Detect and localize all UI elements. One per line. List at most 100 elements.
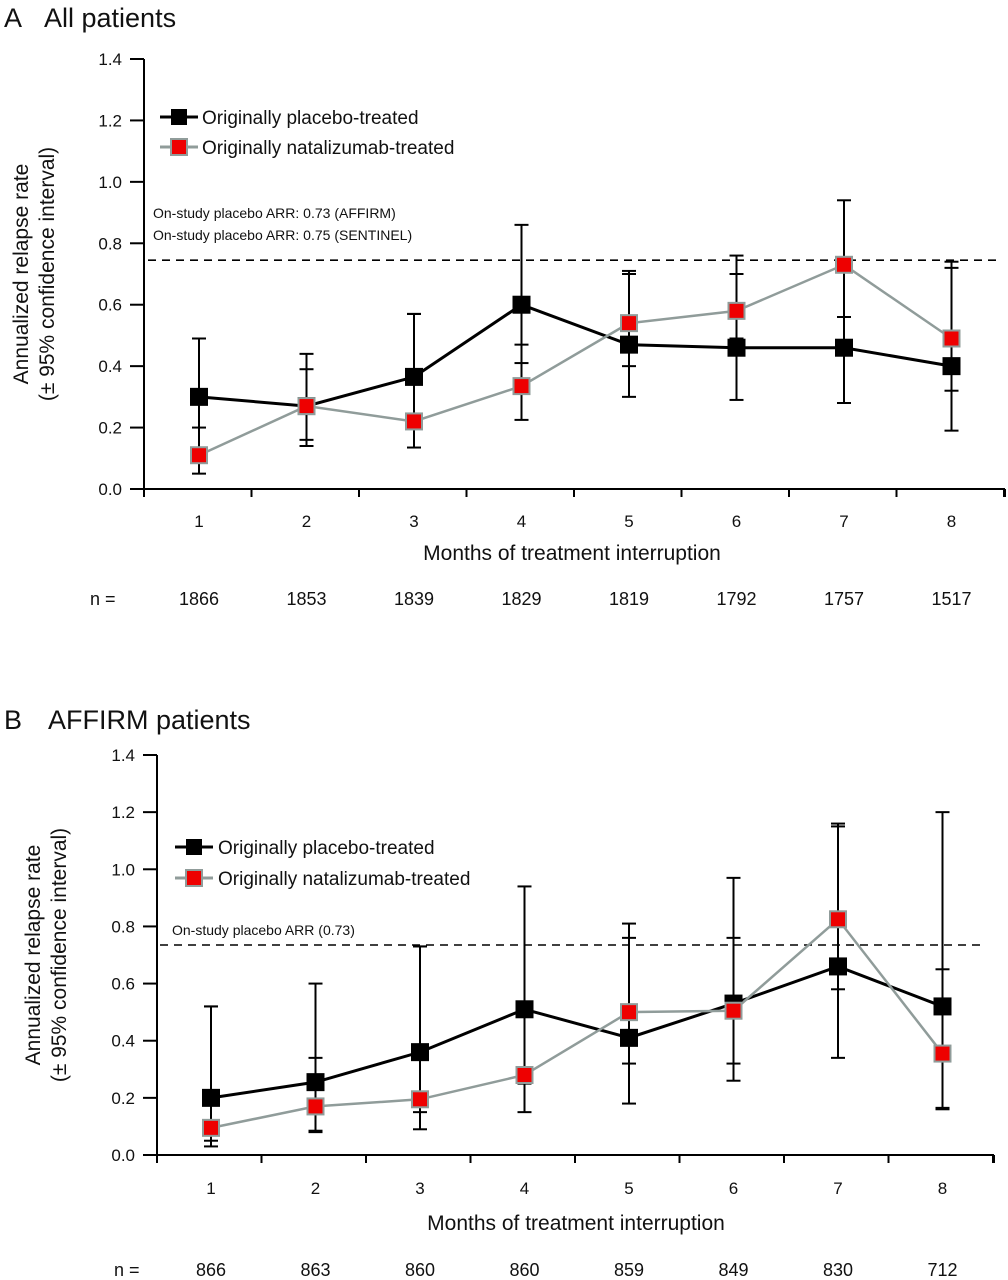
- x-tick-label: 2: [302, 512, 311, 531]
- natalizumab-series-line: [210, 917, 944, 1130]
- placebo-series-line: [198, 303, 952, 408]
- n-value-label: 1792: [716, 589, 756, 609]
- n-value-label: 860: [405, 1260, 435, 1280]
- n-value-label: 1757: [824, 589, 864, 609]
- legend-placebo-label: Originally placebo-treated: [202, 108, 419, 129]
- natalizumab-marker: [515, 1066, 534, 1084]
- x-tick-label: 2: [311, 1179, 320, 1198]
- y-tick-label: 0.4: [111, 1032, 135, 1051]
- placebo-marker: [202, 1088, 220, 1107]
- placebo-marker: [306, 1073, 325, 1092]
- panel-b: B AFFIRM patients Annualized relapse rat…: [4, 705, 995, 1280]
- placebo-marker: [405, 367, 423, 386]
- panel-a-annotation-affirm: On-study placebo ARR: 0.73 (AFFIRM): [153, 205, 396, 221]
- x-tick-label: 5: [624, 1179, 633, 1198]
- natalizumab-marker: [411, 1090, 429, 1109]
- x-tick-label: 7: [839, 512, 848, 531]
- y-tick-label: 0.4: [98, 357, 122, 376]
- natalizumab-marker: [405, 412, 423, 431]
- y-tick-label: 0.8: [98, 234, 122, 253]
- legend-natalizumab-marker: [185, 869, 203, 887]
- natalizumab-marker: [202, 1118, 220, 1137]
- legend-placebo-marker: [171, 109, 187, 125]
- n-value-label: 866: [196, 1260, 226, 1280]
- y-tick-label: 1.0: [111, 860, 135, 879]
- natalizumab-marker: [297, 397, 316, 416]
- n-value-label: 1866: [179, 589, 219, 609]
- natalizumab-marker: [933, 1044, 952, 1063]
- x-tick-label: 8: [947, 512, 956, 531]
- n-value-label: 849: [718, 1260, 748, 1280]
- placebo-marker: [829, 957, 847, 976]
- panel-a-title: All patients: [44, 3, 176, 33]
- y-tick-label: 0.2: [98, 419, 122, 438]
- x-tick-label: 3: [415, 1179, 424, 1198]
- panel-a-letter: A: [4, 3, 22, 33]
- natalizumab-marker: [512, 377, 531, 396]
- n-value-label: 1829: [501, 589, 541, 609]
- natalizumab-marker: [190, 446, 208, 465]
- legend-natalizumab-label: Originally natalizumab-treated: [218, 869, 470, 890]
- natalizumab-marker: [727, 301, 746, 320]
- placebo-marker: [515, 1000, 534, 1019]
- panel-a-xlabel: Months of treatment interruption: [423, 542, 721, 565]
- placebo-series-line: [210, 964, 944, 1100]
- x-tick-label: 4: [520, 1179, 529, 1198]
- legend-natalizumab-label: Originally natalizumab-treated: [202, 138, 454, 159]
- placebo-marker: [411, 1043, 429, 1062]
- natalizumab-marker: [620, 1003, 638, 1022]
- x-tick-label: 6: [732, 512, 741, 531]
- panel-b-ylabel-line2: (± 95% confidence interval): [48, 828, 71, 1082]
- panel-b-n-label: n =: [114, 1260, 140, 1280]
- natalizumab-marker: [306, 1097, 325, 1116]
- y-tick-label: 1.4: [111, 746, 135, 765]
- panel-b-legend: Originally placebo-treated Originally na…: [175, 838, 470, 890]
- placebo-marker: [620, 1028, 638, 1047]
- n-value-label: 1853: [286, 589, 326, 609]
- y-tick-label: 0.8: [111, 917, 135, 936]
- x-tick-label: 7: [833, 1179, 842, 1198]
- natalizumab-marker: [942, 329, 961, 348]
- natalizumab-marker: [829, 910, 847, 929]
- n-value-label: 863: [300, 1260, 330, 1280]
- legend-placebo-label: Originally placebo-treated: [218, 838, 435, 859]
- x-tick-label: 8: [938, 1179, 947, 1198]
- n-value-label: 1517: [931, 589, 971, 609]
- y-tick-label: 0.6: [111, 975, 135, 994]
- n-value-label: 712: [927, 1260, 957, 1280]
- n-value-label: 860: [509, 1260, 539, 1280]
- n-value-label: 1819: [609, 589, 649, 609]
- y-tick-label: 0.0: [111, 1146, 135, 1165]
- panel-b-title: AFFIRM patients: [48, 705, 251, 735]
- panel-b-xlabel: Months of treatment interruption: [427, 1212, 725, 1235]
- y-tick-label: 1.2: [111, 803, 135, 822]
- x-tick-label: 4: [517, 512, 526, 531]
- panel-a-annotation-sentinel: On-study placebo ARR: 0.75 (SENTINEL): [153, 227, 412, 243]
- placebo-marker: [512, 295, 531, 314]
- placebo-marker: [835, 338, 853, 357]
- natalizumab-series-line: [198, 263, 953, 457]
- n-value-label: 1839: [394, 589, 434, 609]
- placebo-marker: [727, 338, 746, 357]
- natalizumab-marker: [620, 314, 638, 333]
- y-tick-label: 1.0: [98, 173, 122, 192]
- y-tick-label: 0.2: [111, 1089, 135, 1108]
- panel-b-plot: 0.0 0.2 0.4 0.6 0.8 1.0 1.2 1.4 1 866 2 863 3 860 4 860…: [111, 746, 995, 1280]
- y-tick-label: 0.6: [98, 296, 122, 315]
- panel-a-ylabel-line1: Annualized relapse rate: [10, 164, 33, 385]
- y-tick-label: 1.4: [98, 50, 122, 69]
- natalizumab-marker: [724, 1001, 743, 1020]
- panel-b-annotation: On-study placebo ARR (0.73): [172, 922, 355, 938]
- panel-b-ylabel-line1: Annualized relapse rate: [22, 845, 45, 1066]
- panel-b-letter: B: [4, 705, 22, 735]
- natalizumab-marker: [835, 255, 853, 274]
- x-tick-label: 1: [194, 512, 203, 531]
- panel-a-legend: Originally placebo-treated Originally na…: [160, 108, 454, 159]
- placebo-marker: [620, 335, 638, 354]
- n-value-label: 830: [823, 1260, 853, 1280]
- y-tick-label: 0.0: [98, 480, 122, 499]
- y-tick-label: 1.2: [98, 111, 122, 130]
- legend-placebo-marker: [186, 839, 202, 855]
- x-tick-label: 5: [624, 512, 633, 531]
